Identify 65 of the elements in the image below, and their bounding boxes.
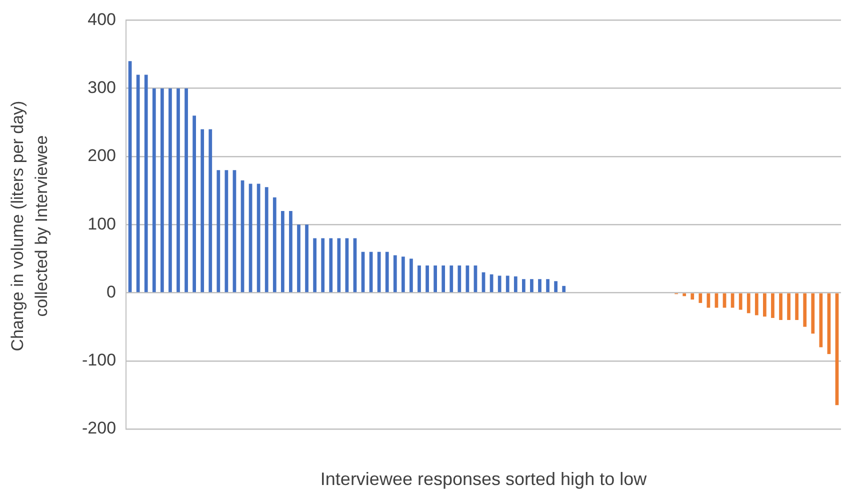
y-tick-label: -200 (82, 418, 116, 438)
bar (256, 184, 260, 292)
bar (321, 238, 325, 292)
bar (771, 293, 774, 318)
bar (698, 293, 702, 303)
bar (787, 293, 790, 320)
bar (819, 293, 823, 348)
x-axis-title: Interviewee responses sorted high to low (320, 469, 648, 490)
bar (176, 88, 180, 292)
bar (289, 210, 292, 292)
bar (754, 293, 758, 316)
bar (337, 238, 341, 292)
bar (272, 197, 276, 292)
bar (401, 256, 405, 292)
bar (418, 265, 421, 292)
bar (738, 293, 742, 310)
bar (458, 265, 462, 292)
bar (208, 129, 212, 292)
bar (522, 279, 526, 292)
y-tick-label: 100 (88, 214, 116, 234)
bar (184, 88, 188, 292)
bar (450, 265, 454, 292)
bar (136, 74, 140, 292)
bar (426, 265, 429, 292)
bar (434, 265, 437, 292)
bar (795, 293, 799, 320)
bar (562, 286, 566, 292)
bar (506, 276, 510, 292)
bar (313, 238, 316, 292)
bar (498, 276, 502, 292)
bar (779, 293, 782, 320)
y-axis-title: Change in volume (liters per day) collected by Interviewee (7, 100, 52, 354)
bar (530, 279, 534, 292)
y-tick-label: 200 (88, 146, 116, 166)
bar (690, 293, 694, 300)
bar (393, 255, 397, 292)
bar (762, 293, 766, 317)
bar (152, 88, 156, 292)
bar (297, 224, 300, 292)
y-tick-label: 300 (88, 78, 116, 98)
bar (168, 88, 172, 292)
bar (546, 279, 550, 292)
bar (264, 187, 268, 292)
bar (554, 281, 558, 292)
bar (192, 116, 196, 292)
bar (746, 293, 750, 314)
bar (144, 74, 148, 292)
bar (803, 293, 807, 327)
bar (305, 224, 308, 292)
bar (385, 252, 389, 292)
bar (538, 279, 542, 292)
bar (377, 252, 381, 292)
bar (682, 293, 686, 296)
bar (410, 258, 413, 292)
bar (811, 293, 815, 334)
bar (329, 238, 333, 292)
y-tick-label: -100 (82, 350, 116, 370)
bar (280, 210, 284, 292)
y-tick-label: 0 (106, 282, 116, 302)
bar (216, 170, 220, 292)
bar (514, 276, 518, 292)
bar (160, 88, 164, 292)
bar (200, 129, 204, 292)
y-tick-label: 400 (88, 10, 116, 29)
bar (442, 265, 446, 292)
